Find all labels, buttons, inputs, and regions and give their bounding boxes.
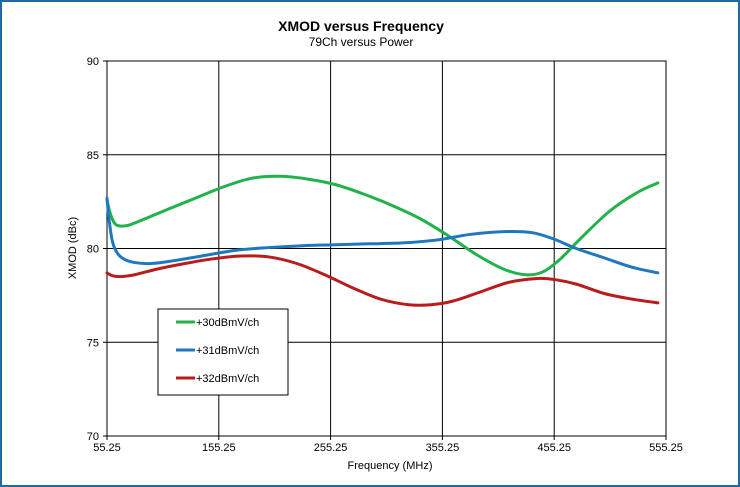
chart-subtitle: 79Ch versus Power <box>309 35 414 49</box>
y-axis-label: XMOD (dBc) <box>67 217 79 279</box>
legend-label-2: +31dBmV/ch <box>196 345 259 357</box>
x-tick-label: 455.25 <box>537 442 571 454</box>
tick-labels: 55.25 155.25 255.25 355.25 455.25 555.25 70 75 8… <box>87 56 683 454</box>
x-tick-label: 155.25 <box>202 442 236 454</box>
x-axis-label: Frequency (MHz) <box>348 460 433 472</box>
y-tick-label: 90 <box>87 56 99 68</box>
x-tick-label: 355.25 <box>426 442 460 454</box>
chart-title: XMOD versus Frequency <box>278 18 444 34</box>
y-tick-label: 70 <box>87 431 99 443</box>
series-lines <box>105 174 660 307</box>
y-tick-label: 80 <box>87 244 99 256</box>
series-line-2 <box>105 196 660 275</box>
legend-label-1: +30dBmV/ch <box>196 317 259 329</box>
series-line-1 <box>105 174 660 277</box>
legend-items: +30dBmV/ch +31dBmV/ch +32dBmV/ch <box>176 317 259 385</box>
y-tick-label: 85 <box>87 150 99 162</box>
x-tick-label: 55.25 <box>93 442 121 454</box>
series-line-3 <box>105 254 660 307</box>
legend-label-3: +32dBmV/ch <box>196 373 259 385</box>
y-tick-label: 75 <box>87 337 99 349</box>
legend: +30dBmV/ch +31dBmV/ch +32dBmV/ch <box>157 308 289 396</box>
x-tick-label: 255.25 <box>314 442 348 454</box>
x-tick-label: 555.25 <box>649 442 683 454</box>
